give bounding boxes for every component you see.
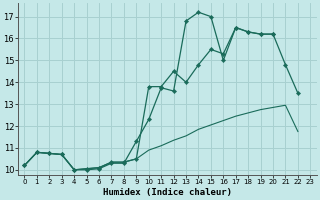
X-axis label: Humidex (Indice chaleur): Humidex (Indice chaleur): [103, 188, 232, 197]
